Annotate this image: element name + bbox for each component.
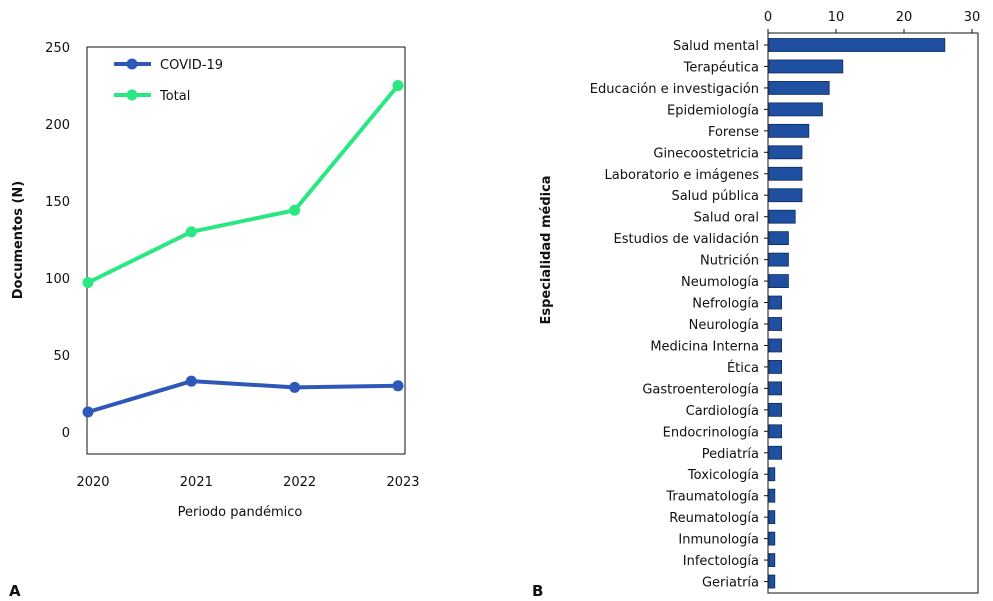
- series-line-total: [86, 83, 400, 285]
- data-point: [392, 80, 404, 91]
- bar: [768, 381, 783, 396]
- category-label: Neurología: [689, 318, 759, 333]
- legend-swatch-marker: [126, 58, 138, 70]
- line-chart-x-axis-title: Periodo pandémico: [178, 505, 303, 520]
- bar: [768, 510, 776, 525]
- bar: [768, 274, 789, 288]
- category-label: Pediatría: [702, 447, 759, 462]
- bar: [768, 467, 776, 482]
- category-label: Laboratorio e imágenes: [605, 168, 760, 183]
- bar: [768, 338, 783, 353]
- line-chart-x-tick-label: 2020: [76, 475, 109, 490]
- line-chart-y-tick-label: 150: [45, 195, 70, 210]
- data-point: [82, 406, 94, 418]
- bar: [768, 166, 803, 181]
- bar: [768, 553, 776, 567]
- bar-chart-bars: [768, 38, 946, 589]
- line-chart-y-tick-label: 50: [53, 349, 70, 364]
- bar: [768, 574, 776, 589]
- line-chart-x-ticks: 2020 2021 2022 2023: [76, 475, 419, 490]
- category-label: Inmunología: [678, 533, 759, 548]
- bar: [768, 209, 796, 224]
- bar: [768, 531, 776, 546]
- bar-chart-category-labels: Salud mental Terapéutica Educación e inves…: [590, 39, 768, 591]
- category-label: Infectología: [683, 554, 759, 569]
- series-line-covid-19: [86, 379, 400, 414]
- data-point: [289, 381, 301, 393]
- category-label: Toxicología: [687, 468, 759, 483]
- line-chart-plot-frame: [86, 46, 406, 455]
- bar: [768, 445, 783, 460]
- bar: [768, 102, 823, 117]
- bar-chart-x-tick-label: 30: [964, 10, 981, 25]
- data-point: [185, 375, 197, 387]
- line-chart-y-ticks: 0 50 100 150 200 250: [45, 41, 70, 441]
- line-chart-y-tick-label: 0: [62, 426, 70, 441]
- bar: [768, 145, 803, 160]
- category-label: Nutrición: [700, 254, 759, 269]
- data-point: [289, 204, 301, 216]
- line-chart-legend: COVID-19 Total: [114, 58, 223, 104]
- bar: [768, 360, 783, 374]
- category-label: Cardiología: [686, 404, 759, 419]
- category-label: Gastroenterología: [642, 382, 759, 397]
- panel-label-a: A: [9, 582, 21, 600]
- bar-chart-x-tick-label: 20: [896, 10, 913, 25]
- bar-chart-x-ticks: 0 10 20 30: [764, 10, 980, 33]
- data-point: [185, 226, 197, 238]
- line-chart-panel: 0 50 100 150 200 250 2020 2021 2022 2023 COVID-1…: [9, 41, 420, 600]
- legend-label: COVID-19: [160, 58, 223, 73]
- category-label: Salud pública: [671, 189, 759, 204]
- bar: [768, 59, 844, 74]
- category-label: Ética: [727, 360, 759, 376]
- line-chart-x-tick-label: 2023: [386, 475, 419, 490]
- category-label: Ginecoostetricia: [653, 146, 759, 161]
- bar: [768, 81, 830, 95]
- line-chart-y-tick-label: 100: [45, 272, 70, 287]
- bar: [768, 38, 946, 52]
- line-chart-y-axis-title: Documentos (N): [11, 181, 26, 299]
- line-chart-y-tick-label: 200: [45, 118, 70, 133]
- category-label: Geriatría: [702, 576, 759, 591]
- bar-chart-plot-frame: [767, 32, 979, 594]
- category-label: Reumatología: [669, 511, 759, 526]
- category-label: Endocrinología: [663, 425, 759, 440]
- bar: [768, 231, 789, 246]
- category-label: Traumatología: [665, 490, 759, 505]
- data-point: [82, 277, 94, 289]
- line-chart-x-tick-label: 2021: [180, 475, 213, 490]
- line-chart-x-tick-label: 2022: [283, 475, 316, 490]
- bar: [768, 252, 789, 267]
- category-label: Salud mental: [673, 39, 759, 54]
- legend-swatch-marker: [126, 89, 138, 101]
- bar: [768, 317, 783, 331]
- category-label: Terapéutica: [683, 60, 759, 75]
- category-label: Educación e investigación: [590, 82, 759, 97]
- data-point: [392, 380, 404, 392]
- category-label: Medicina Interna: [650, 339, 759, 354]
- bar: [768, 188, 803, 203]
- bar: [768, 424, 783, 439]
- bar-chart-x-tick-label: 0: [764, 10, 772, 25]
- bar-chart-panel: 0 10 20 30 Salud mental Terapéutica Educación…: [532, 10, 980, 600]
- line-chart-series: [82, 80, 404, 418]
- category-label: Epidemiología: [667, 103, 759, 118]
- bar-chart-x-tick-label: 10: [828, 10, 845, 25]
- legend-label: Total: [159, 89, 190, 104]
- bar: [768, 295, 783, 310]
- bar-chart-y-axis-title: Especialidad médica: [539, 175, 554, 324]
- bar: [768, 402, 783, 417]
- bar: [768, 123, 810, 138]
- category-label: Neumología: [681, 275, 759, 290]
- category-label: Nefrología: [692, 297, 759, 312]
- category-label: Forense: [708, 125, 759, 140]
- panel-label-b: B: [532, 582, 543, 600]
- category-label: Salud oral: [694, 211, 759, 226]
- line-chart-y-tick-label: 250: [45, 41, 70, 56]
- category-label: Estudios de validación: [614, 232, 759, 247]
- bar: [768, 488, 776, 503]
